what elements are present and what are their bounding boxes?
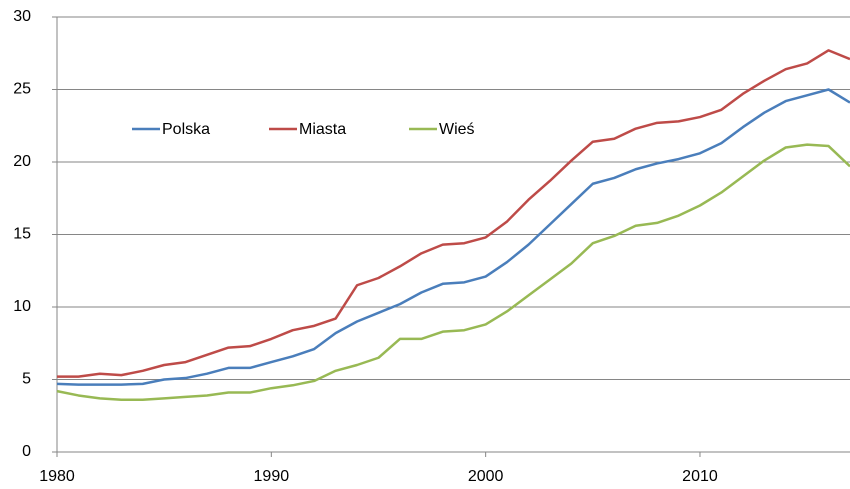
legend-label: Polska (162, 121, 210, 138)
series-line (56, 88, 850, 386)
x-tick-label: 1980 (39, 468, 75, 485)
x-tick-label: 2000 (468, 468, 504, 485)
y-tick-label: 20 (13, 153, 31, 170)
y-tick-label: 0 (22, 443, 31, 460)
y-tick-label: 25 (13, 81, 31, 98)
x-tick-label: 1990 (254, 468, 290, 485)
series-line (57, 49, 850, 378)
y-tick-label: 5 (22, 371, 31, 388)
legend-label: Wieś (439, 121, 475, 138)
y-tick-label: 30 (13, 8, 31, 25)
legend-label: Miasta (299, 121, 346, 138)
x-tick-label: 2010 (682, 468, 718, 485)
y-tick-label: 15 (13, 226, 31, 243)
y-tick-label: 10 (13, 298, 31, 315)
series-line (56, 143, 850, 402)
